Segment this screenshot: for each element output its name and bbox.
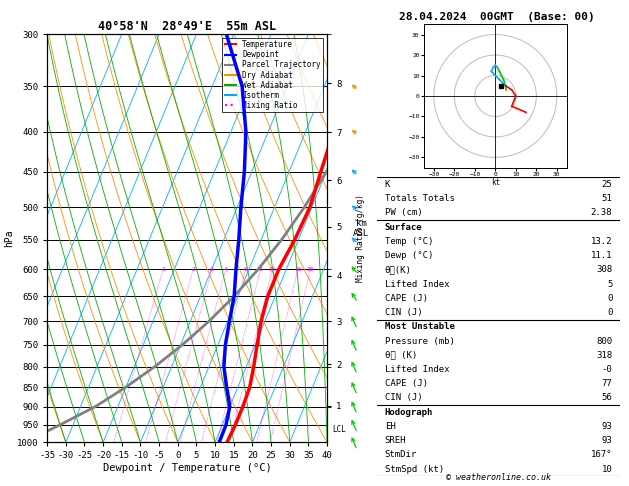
Text: CAPE (J): CAPE (J)	[385, 294, 428, 303]
Text: 28.04.2024  00GMT  (Base: 00): 28.04.2024 00GMT (Base: 00)	[399, 12, 595, 22]
Text: Mixing Ratio (g/kg): Mixing Ratio (g/kg)	[356, 194, 365, 282]
Text: Dewp (°C): Dewp (°C)	[385, 251, 433, 260]
Text: 51: 51	[601, 194, 612, 203]
Text: StmDir: StmDir	[385, 451, 417, 459]
Text: SREH: SREH	[385, 436, 406, 445]
Text: StmSpd (kt): StmSpd (kt)	[385, 465, 444, 474]
Text: CIN (J): CIN (J)	[385, 394, 422, 402]
Text: 10: 10	[269, 266, 276, 272]
Text: Totals Totals: Totals Totals	[385, 194, 455, 203]
Text: 800: 800	[596, 337, 612, 346]
Text: 0: 0	[607, 308, 612, 317]
X-axis label: Dewpoint / Temperature (°C): Dewpoint / Temperature (°C)	[103, 463, 272, 473]
Text: EH: EH	[385, 422, 396, 431]
Text: Lifted Index: Lifted Index	[385, 365, 449, 374]
Text: Hodograph: Hodograph	[385, 408, 433, 417]
Text: K: K	[385, 180, 390, 189]
Title: 40°58'N  28°49'E  55m ASL: 40°58'N 28°49'E 55m ASL	[98, 20, 276, 33]
Text: 10: 10	[601, 465, 612, 474]
Text: 93: 93	[601, 422, 612, 431]
Text: 0: 0	[607, 294, 612, 303]
Text: LCL: LCL	[333, 425, 347, 434]
Text: 2: 2	[191, 266, 195, 272]
Text: Lifted Index: Lifted Index	[385, 279, 449, 289]
Text: 2.38: 2.38	[591, 208, 612, 217]
Text: 13.2: 13.2	[591, 237, 612, 246]
Y-axis label: hPa: hPa	[4, 229, 14, 247]
Text: 1: 1	[161, 266, 165, 272]
Text: CAPE (J): CAPE (J)	[385, 379, 428, 388]
Text: Pressure (mb): Pressure (mb)	[385, 337, 455, 346]
X-axis label: kt: kt	[491, 178, 500, 187]
Text: θᴇ(K): θᴇ(K)	[385, 265, 411, 275]
Text: Most Unstable: Most Unstable	[385, 322, 455, 331]
Text: θᴇ (K): θᴇ (K)	[385, 351, 417, 360]
Text: PW (cm): PW (cm)	[385, 208, 422, 217]
Text: -0: -0	[601, 365, 612, 374]
Text: 93: 93	[601, 436, 612, 445]
Text: 318: 318	[596, 351, 612, 360]
Text: 4: 4	[224, 266, 228, 272]
Text: 56: 56	[601, 394, 612, 402]
Text: 8: 8	[259, 266, 262, 272]
Text: 308: 308	[596, 265, 612, 275]
Text: 11.1: 11.1	[591, 251, 612, 260]
Text: 16: 16	[294, 266, 302, 272]
Text: 20: 20	[307, 266, 314, 272]
Text: 77: 77	[601, 379, 612, 388]
Y-axis label: km
ASL: km ASL	[353, 219, 369, 238]
Text: 3: 3	[210, 266, 214, 272]
Text: 25: 25	[601, 180, 612, 189]
Text: CIN (J): CIN (J)	[385, 308, 422, 317]
Legend: Temperature, Dewpoint, Parcel Trajectory, Dry Adiabat, Wet Adiabat, Isotherm, Mi: Temperature, Dewpoint, Parcel Trajectory…	[223, 38, 323, 112]
Text: 167°: 167°	[591, 451, 612, 459]
Text: 5: 5	[607, 279, 612, 289]
Text: Temp (°C): Temp (°C)	[385, 237, 433, 246]
Text: © weatheronline.co.uk: © weatheronline.co.uk	[447, 473, 551, 482]
Text: Surface: Surface	[385, 223, 422, 232]
Text: 6: 6	[244, 266, 248, 272]
